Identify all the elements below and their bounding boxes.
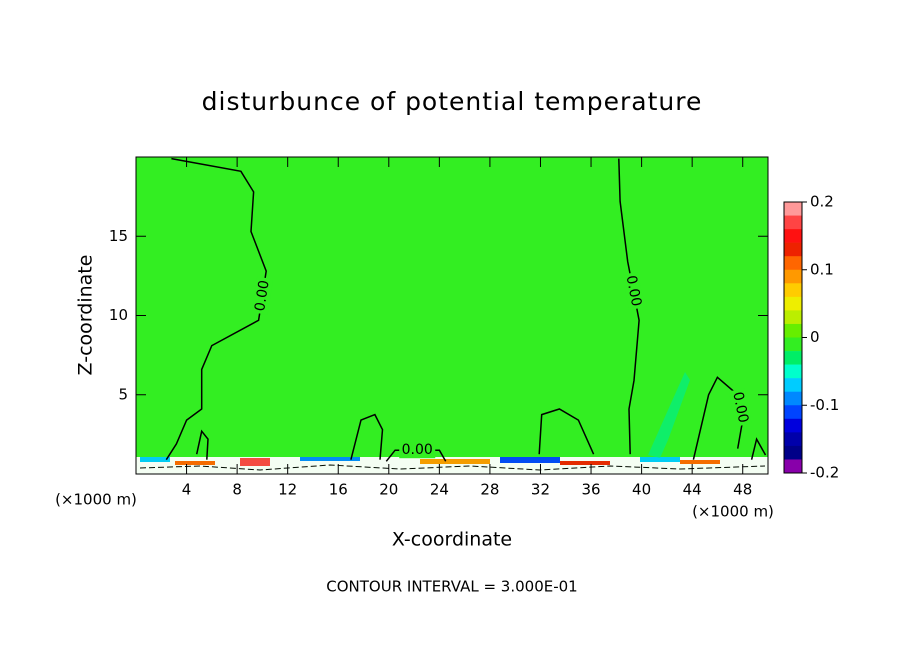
y-unit-label: (×1000 m): [55, 491, 137, 509]
colorbar-tick-label: 0: [810, 328, 820, 346]
contour-lines: 0.00 0.00 0.00 0.00: [165, 157, 767, 462]
colorbar: 0.2 0.1 0 -0.1 -0.2: [783, 193, 839, 482]
noise: [300, 457, 360, 461]
contour-line: [195, 429, 209, 460]
contour-label-bg: [251, 276, 274, 315]
noise: [240, 458, 270, 466]
colorbar-cell: [784, 364, 802, 379]
colorbar-cell: [784, 378, 802, 392]
contour-line: [618, 158, 640, 455]
contour-line: [750, 437, 767, 460]
colorbar-cell: [784, 418, 802, 433]
colorbar-cell: [784, 256, 802, 271]
noise: [640, 457, 680, 462]
contour-line: [165, 157, 267, 461]
contour-label: 0.00: [252, 279, 273, 312]
colorbar-tick-label: 0.1: [810, 260, 834, 278]
noise: [420, 459, 490, 464]
colorbar-tick-label: -0.2: [810, 464, 839, 482]
x-axis-label: X-coordinate: [392, 529, 512, 551]
chart-title: disturbunce of potential temperature: [202, 87, 703, 116]
colorbar-cell: [784, 459, 802, 474]
x-tick-label: 40: [632, 481, 651, 499]
contour-line: [350, 413, 384, 460]
x-tick-label: 4: [182, 481, 192, 499]
colorbar-cell: [784, 351, 802, 365]
x-tick-label: 20: [379, 481, 398, 499]
y-axis-label: Z-coordinate: [75, 255, 97, 376]
field-fill: [136, 157, 768, 474]
surface-noise: [136, 457, 768, 474]
colorbar-cell: [784, 296, 802, 311]
y-tick-label: 5: [118, 385, 128, 403]
colorbar-tick-label: -0.1: [810, 396, 839, 414]
y-tick-label: 10: [109, 306, 128, 324]
colorbar-cell: [784, 229, 802, 243]
contour-label-bg: [622, 271, 645, 311]
x-tick-label: 24: [430, 481, 449, 499]
colorbar-cell: [784, 269, 802, 284]
colorbar-cell: [784, 202, 802, 216]
colorbar-cell: [784, 242, 802, 257]
x-unit-label: (×1000 m): [692, 503, 774, 521]
x-tick-label: 8: [232, 481, 242, 499]
colorbar-cell: [784, 391, 802, 406]
contour-label: 0.00: [623, 274, 645, 308]
colorbar-tick-label: 0.2: [810, 193, 834, 211]
noise-line: [139, 464, 766, 471]
field: [136, 157, 768, 474]
colorbar-cell: [784, 283, 802, 298]
contour-label-bg: [399, 442, 436, 459]
noise: [175, 461, 215, 465]
contour-label: 0.00: [729, 391, 751, 425]
colorbar-cell: [784, 337, 802, 352]
noise: [560, 461, 610, 465]
contour-label-bg: [728, 388, 752, 427]
cyan-patch: [648, 372, 690, 458]
colorbar-cell: [784, 215, 802, 230]
colorbar-cell: [784, 310, 802, 325]
noise: [140, 457, 170, 462]
x-tick-label: 44: [683, 481, 702, 499]
noise: [500, 457, 560, 463]
y-tick-label: 15: [109, 227, 128, 245]
contour-line: [538, 408, 595, 455]
x-tick-label: 32: [531, 481, 550, 499]
colorbar-cell: [784, 323, 802, 338]
noise: [680, 460, 720, 464]
colorbar-cell: [784, 405, 802, 420]
x-tick-label: 16: [329, 481, 348, 499]
colorbar-cell: [784, 445, 802, 460]
x-tick-label: 48: [733, 481, 752, 499]
x-tick-label: 12: [278, 481, 297, 499]
contour-label: 0.00: [402, 442, 433, 458]
x-tick-label: 36: [581, 481, 600, 499]
colorbar-cell: [784, 432, 802, 447]
contour-note: CONTOUR INTERVAL = 3.000E-01: [326, 578, 577, 596]
x-tick-label: 28: [480, 481, 499, 499]
